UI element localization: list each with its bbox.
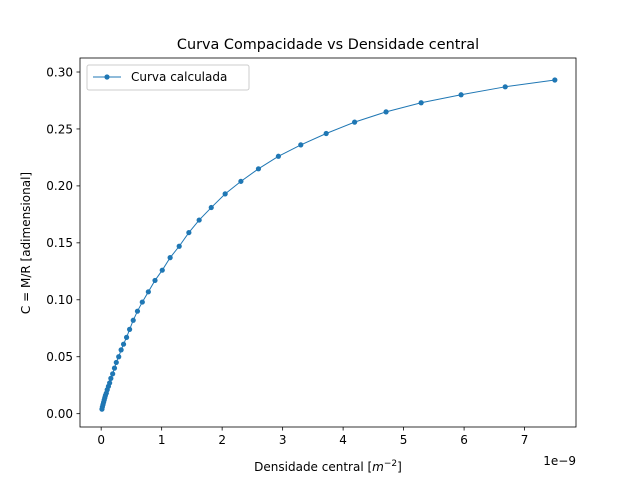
y-tick-label: 0.20 (46, 179, 73, 193)
y-tick-label: 0.00 (46, 407, 73, 421)
data-point (118, 347, 124, 353)
x-tick-label: 1 (158, 433, 166, 447)
y-axis-ticks: 0.00 0.05 0.10 0.15 0.20 0.25 0.30 (46, 65, 80, 421)
data-point (159, 267, 165, 273)
data-point (152, 277, 158, 284)
y-tick-label: 0.30 (46, 65, 73, 79)
data-point (255, 166, 262, 172)
y-tick-label: 0.15 (46, 236, 73, 250)
data-point (127, 326, 133, 332)
data-point (323, 130, 329, 137)
data-point (176, 243, 182, 249)
x-tick-label: 3 (279, 433, 287, 447)
x-tick-label: 7 (521, 433, 529, 447)
y-tick-label: 0.25 (46, 122, 73, 136)
data-point (145, 289, 151, 295)
legend-frame (86, 64, 250, 91)
y-tick-label: 0.05 (46, 350, 73, 364)
data-point (108, 375, 114, 381)
x-axis-label: Densidade central [m−2] (254, 459, 402, 474)
x-offset-text: 1e−9 (543, 454, 576, 468)
data-point (222, 191, 228, 197)
series-layer (99, 77, 558, 412)
x-axis-ticks: 0 1 2 3 4 5 6 7 (97, 427, 528, 447)
data-point (107, 380, 113, 386)
data-point (418, 100, 424, 106)
data-point (196, 217, 202, 223)
data-point (502, 84, 508, 90)
legend: Curva calculada (86, 64, 250, 91)
x-tick-label: 2 (218, 433, 226, 447)
legend-label: Curva calculada (131, 70, 227, 84)
data-point (238, 178, 244, 184)
data-point (275, 153, 281, 159)
data-point (113, 359, 119, 366)
plot-area (80, 58, 576, 427)
legend-marker-sample (104, 74, 110, 80)
data-point (298, 142, 304, 148)
data-point (552, 77, 558, 83)
data-point (458, 92, 464, 98)
data-point (130, 317, 136, 323)
data-point (383, 109, 389, 115)
x-tick-label: 6 (460, 433, 468, 447)
y-tick-label: 0.10 (46, 293, 73, 307)
x-tick-label: 4 (339, 433, 347, 447)
data-point (120, 341, 127, 347)
data-point (186, 229, 192, 236)
data-point (123, 334, 130, 340)
data-point (352, 119, 358, 125)
plot-frame (79, 57, 577, 428)
data-point (110, 371, 116, 377)
data-point (111, 365, 118, 371)
x-tick-label: 0 (97, 433, 105, 447)
data-point (139, 299, 145, 305)
data-point (208, 204, 214, 211)
data-point (116, 354, 122, 360)
x-tick-label: 5 (400, 433, 408, 447)
chart-title: Curva Compacidade vs Densidade central (177, 37, 479, 53)
data-point (134, 308, 141, 314)
y-axis-label: C = M/R [adimensional] (19, 172, 33, 314)
data-point (167, 255, 173, 261)
